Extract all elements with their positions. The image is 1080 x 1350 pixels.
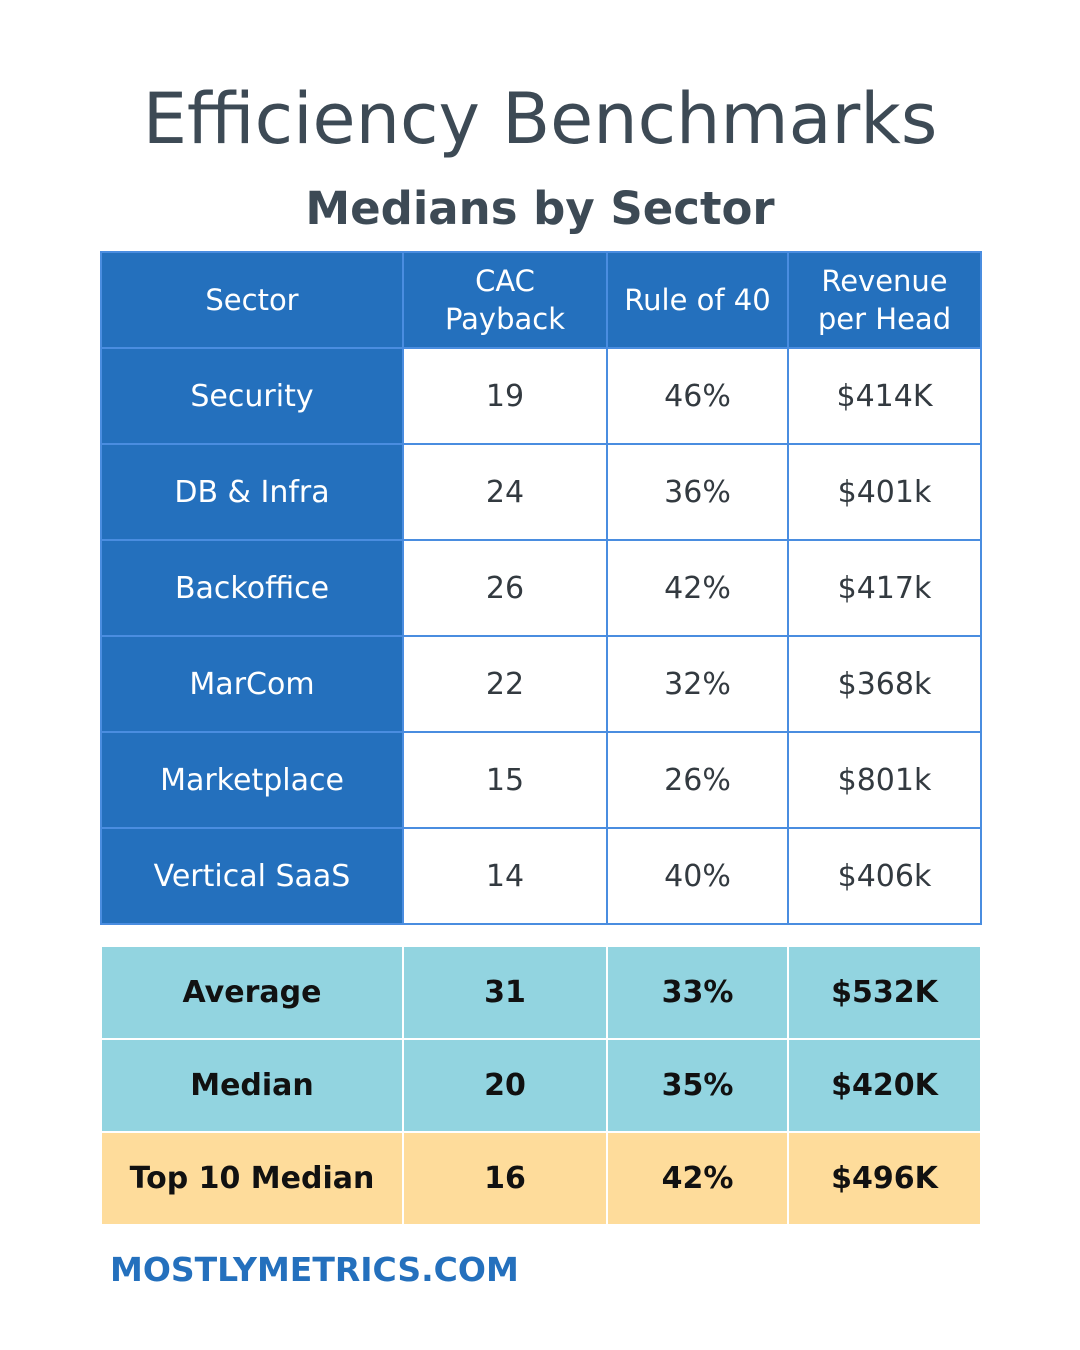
cell-cac-payback: 19 — [402, 347, 608, 445]
page-title: Efficiency Benchmarks — [142, 78, 938, 160]
cell-sector: Backoffice — [100, 539, 404, 637]
summary-cell-cac-payback: 16 — [402, 1131, 608, 1226]
cell-revenue-per-head: $401k — [787, 443, 982, 541]
cell-sector: Vertical SaaS — [100, 827, 404, 925]
table-row: Marketplace 15 26% $801k — [100, 731, 982, 829]
column-header-rule-of-40: Rule of 40 — [606, 251, 789, 349]
summary-cell-rule-of-40: 35% — [606, 1038, 789, 1133]
cell-revenue-per-head: $417k — [787, 539, 982, 637]
table-row: Security 19 46% $414K — [100, 347, 982, 445]
summary-cell-rule-of-40: 42% — [606, 1131, 789, 1226]
benchmark-table: Sector CAC Payback Rule of 40 Revenue pe… — [100, 251, 982, 925]
summary-cell-rule-of-40: 33% — [606, 945, 789, 1040]
summary-row: Median 20 35% $420K — [100, 1038, 982, 1133]
summary-cell-sector: Median — [100, 1038, 404, 1133]
column-header-revenue-per-head: Revenue per Head — [787, 251, 982, 349]
cell-rule-of-40: 36% — [606, 443, 789, 541]
cell-cac-payback: 15 — [402, 731, 608, 829]
summary-row: Top 10 Median 16 42% $496K — [100, 1131, 982, 1226]
cell-revenue-per-head: $801k — [787, 731, 982, 829]
cell-sector: Marketplace — [100, 731, 404, 829]
page-subtitle: Medians by Sector — [305, 182, 775, 235]
summary-cell-revenue-per-head: $532K — [787, 945, 982, 1040]
column-header-cac-payback: CAC Payback — [402, 251, 608, 349]
cell-rule-of-40: 32% — [606, 635, 789, 733]
cell-cac-payback: 26 — [402, 539, 608, 637]
cell-revenue-per-head: $368k — [787, 635, 982, 733]
cell-cac-payback: 22 — [402, 635, 608, 733]
cell-revenue-per-head: $406k — [787, 827, 982, 925]
cell-rule-of-40: 42% — [606, 539, 789, 637]
cell-cac-payback: 14 — [402, 827, 608, 925]
column-header-revenue-per-head-text: Revenue per Head — [817, 264, 952, 336]
summary-cell-revenue-per-head: $496K — [787, 1131, 982, 1226]
summary-table: Average 31 33% $532K Median 20 35% $420K Top 10 … — [100, 945, 982, 1226]
cell-sector: DB & Infra — [100, 443, 404, 541]
cell-revenue-per-head: $414K — [787, 347, 982, 445]
cell-rule-of-40: 46% — [606, 347, 789, 445]
column-header-cac-payback-text: CAC Payback — [444, 264, 566, 336]
summary-cell-cac-payback: 20 — [402, 1038, 608, 1133]
table-row: DB & Infra 24 36% $401k — [100, 443, 982, 541]
cell-sector: Security — [100, 347, 404, 445]
table-header-row: Sector CAC Payback Rule of 40 Revenue pe… — [100, 251, 982, 349]
summary-cell-cac-payback: 31 — [402, 945, 608, 1040]
table-row: Vertical SaaS 14 40% $406k — [100, 827, 982, 925]
cell-rule-of-40: 40% — [606, 827, 789, 925]
table-row: MarCom 22 32% $368k — [100, 635, 982, 733]
cell-rule-of-40: 26% — [606, 731, 789, 829]
summary-cell-sector: Top 10 Median — [100, 1131, 404, 1226]
column-header-sector: Sector — [100, 251, 404, 349]
table-row: Backoffice 26 42% $417k — [100, 539, 982, 637]
summary-row: Average 31 33% $532K — [100, 945, 982, 1040]
cell-cac-payback: 24 — [402, 443, 608, 541]
summary-cell-revenue-per-head: $420K — [787, 1038, 982, 1133]
cell-sector: MarCom — [100, 635, 404, 733]
footer-brand: MOSTLYMETRICS.COM — [110, 1250, 519, 1289]
summary-cell-sector: Average — [100, 945, 404, 1040]
